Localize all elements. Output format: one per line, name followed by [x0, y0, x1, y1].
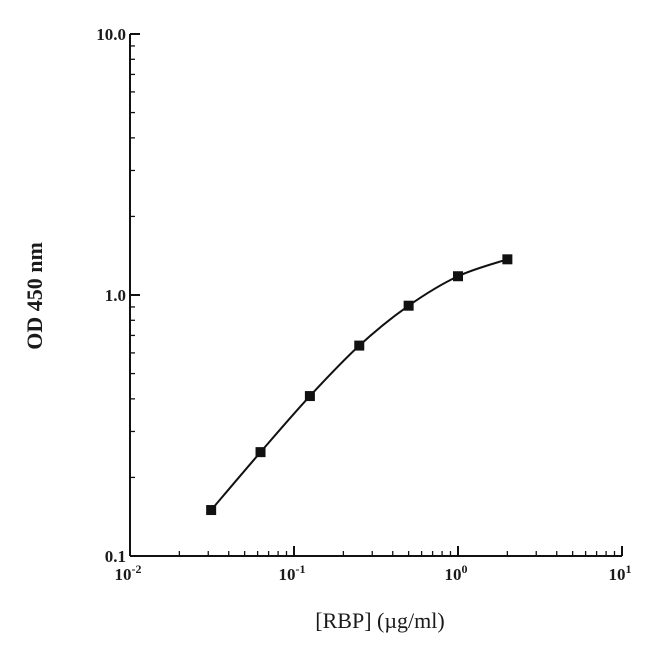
y-axis-title: OD 450 nm — [22, 242, 47, 350]
x-axis-title: [RBP] (µg/ml) — [315, 608, 444, 633]
y-tick-label: 10.0 — [96, 25, 126, 44]
x-tick-label: 10-1 — [279, 562, 306, 584]
data-point — [304, 391, 315, 402]
y-tick-label: 0.1 — [105, 547, 126, 566]
data-point — [206, 505, 217, 516]
x-axis-ticks: 10-2 10-1 100 101 — [115, 546, 632, 584]
x-tick-label: 101 — [609, 562, 632, 584]
x-tick-label: 10-2 — [115, 562, 142, 584]
data-point — [502, 254, 513, 265]
data-point — [255, 447, 266, 458]
y-tick-label: 1.0 — [105, 286, 126, 305]
fit-curve — [210, 258, 508, 511]
data-point — [453, 271, 463, 282]
data-point — [403, 300, 414, 311]
x-tick-label: 100 — [445, 562, 468, 584]
data-points — [206, 254, 513, 516]
data-point — [354, 340, 365, 351]
y-axis-ticks: 0.1 1.0 10.0 — [96, 25, 140, 566]
axes — [129, 34, 622, 557]
